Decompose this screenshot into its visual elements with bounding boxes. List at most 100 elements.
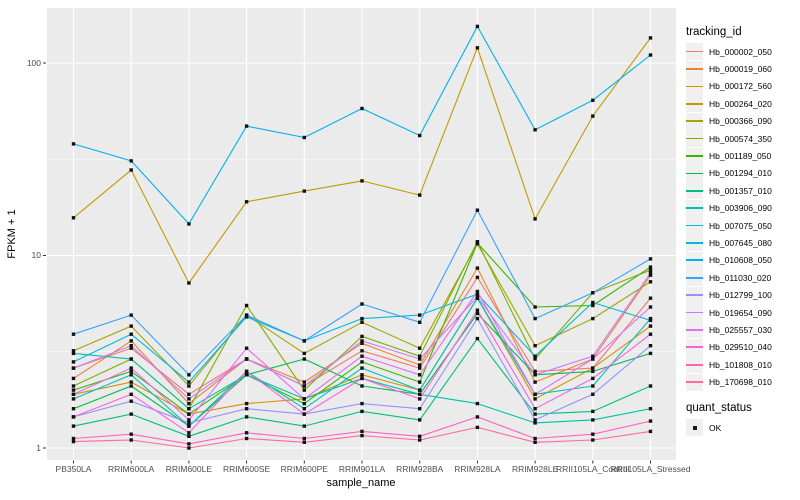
data-point-marker [533, 421, 537, 425]
legend-item: Hb_025557_030 [686, 321, 798, 339]
data-point-marker [360, 179, 364, 183]
data-point-marker [475, 295, 480, 299]
data-point-marker [129, 432, 133, 436]
data-point-marker [360, 316, 364, 321]
data-point-marker [591, 438, 595, 442]
legend-swatch-line [686, 155, 703, 157]
data-point-marker [360, 401, 364, 406]
data-point-marker [648, 296, 653, 300]
data-point-marker [475, 24, 480, 29]
legend-swatch-line [686, 68, 703, 70]
data-point-marker [475, 266, 480, 270]
data-point-marker [71, 439, 76, 444]
legend-line-swatch [686, 251, 703, 269]
data-point-marker [187, 442, 191, 446]
data-point-marker [187, 407, 191, 411]
legend-line-swatch [686, 338, 703, 356]
legend-item: Hb_170698_010 [686, 373, 798, 391]
data-point-marker [648, 280, 653, 284]
data-point-marker [244, 431, 249, 435]
data-point-marker [360, 429, 364, 434]
data-point-marker [244, 415, 249, 419]
data-point-marker [475, 336, 480, 341]
data-point-marker [187, 431, 191, 435]
legend-item: Hb_000574_350 [686, 130, 798, 148]
data-point-marker [129, 392, 133, 396]
data-point-marker [129, 339, 133, 343]
legend-item-label: Hb_012799_100 [709, 290, 772, 301]
data-point-marker [187, 421, 191, 425]
data-point-marker [71, 436, 76, 441]
data-point-marker [591, 366, 595, 370]
legend-line-swatch [686, 60, 703, 78]
data-point-marker [418, 354, 422, 358]
data-point-marker [129, 373, 133, 377]
data-point-marker [360, 339, 364, 343]
legend-item: Hb_001294_010 [686, 164, 798, 182]
data-point-marker [418, 363, 422, 367]
data-point-marker [187, 222, 191, 226]
legend-square-swatch [686, 419, 703, 436]
legend-quant-items: OK [686, 419, 798, 436]
data-point-marker [71, 142, 76, 146]
data-point-marker [71, 366, 76, 370]
legend-item-label: Hb_007075_050 [709, 220, 772, 231]
legend-item-label: Hb_029510_040 [709, 342, 772, 353]
legend-item-label: Hb_010608_050 [709, 255, 772, 266]
data-point-marker [648, 36, 653, 40]
data-point-marker [129, 357, 133, 361]
data-point-marker [418, 438, 422, 442]
data-point-marker [71, 392, 76, 396]
data-point-marker [244, 124, 249, 128]
legend-line-swatch [686, 199, 703, 217]
legend-line-swatch [686, 269, 703, 287]
data-point-marker [648, 407, 653, 411]
legend-line-swatch [686, 356, 703, 374]
legend-item: Hb_000002_050 [686, 43, 798, 61]
data-point-marker [187, 446, 191, 450]
x-tick-label: RRIM928LA [454, 464, 501, 474]
legend-line-swatch [686, 373, 703, 391]
data-point-marker [591, 418, 595, 422]
legend-item-label: Hb_170698_010 [709, 377, 772, 388]
legend-swatch-line [686, 311, 703, 314]
legend-tracking-items: Hb_000002_050 Hb_000019_060 Hb_000172_560 H… [686, 43, 798, 391]
data-point-marker [418, 193, 422, 197]
data-point-marker [533, 305, 537, 309]
data-point-marker [418, 366, 422, 370]
data-point-marker [360, 360, 364, 364]
data-point-marker [475, 241, 480, 245]
legend-item-label: Hb_101808_010 [709, 359, 772, 370]
legend-swatch-line [686, 294, 703, 296]
legend-item-label: Hb_025557_030 [709, 324, 772, 335]
data-point-marker [302, 440, 306, 444]
data-point-marker [187, 418, 191, 422]
data-point-marker [533, 407, 537, 411]
data-point-marker [591, 376, 595, 381]
legend-item: Hb_001357_010 [686, 182, 798, 200]
legend: tracking_id Hb_000002_050 Hb_000019_060 Hb… [686, 26, 798, 436]
data-point-marker [302, 351, 306, 356]
data-point-marker [244, 436, 249, 441]
data-point-marker [302, 412, 306, 416]
legend-swatch-line [686, 102, 703, 105]
legend-item-label: Hb_000264_020 [709, 98, 772, 109]
data-point-marker [302, 357, 306, 361]
data-point-marker [648, 265, 653, 269]
legend-swatch-line [686, 120, 703, 123]
data-point-marker [187, 373, 191, 377]
data-point-marker [360, 334, 364, 339]
data-point-marker [302, 380, 306, 384]
data-point-marker [129, 346, 133, 350]
x-tick-label: RRIM600PE [280, 464, 328, 474]
data-point-marker [533, 357, 537, 361]
data-point-marker [302, 384, 306, 388]
data-point-marker [360, 320, 364, 324]
data-point-marker [71, 415, 76, 419]
data-point-marker [418, 407, 422, 411]
data-point-marker [533, 440, 537, 444]
data-point-marker [129, 168, 133, 172]
black-square-marker-icon [692, 425, 697, 430]
data-point-marker [71, 384, 76, 388]
